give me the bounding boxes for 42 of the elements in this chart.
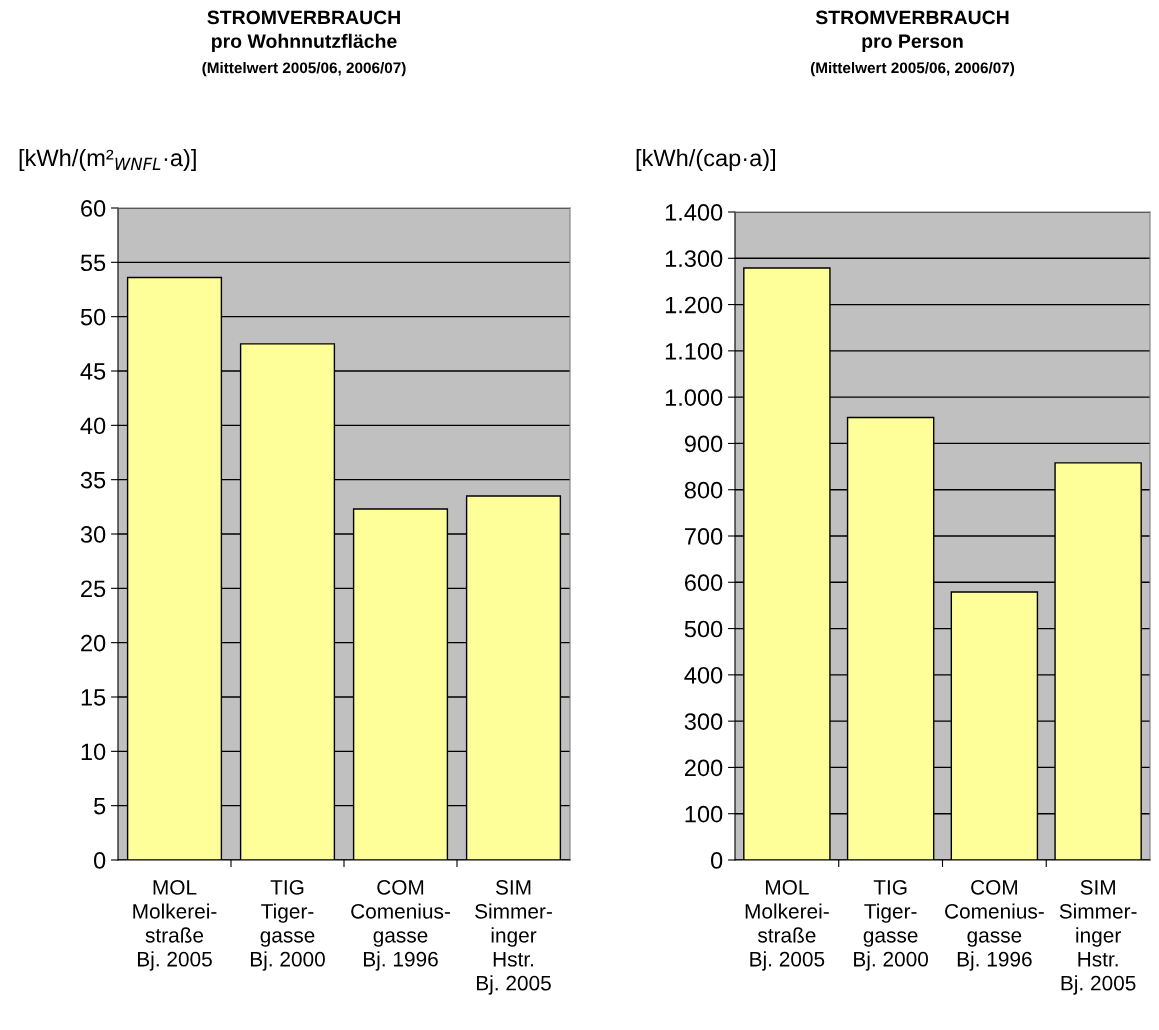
x-tick-label: SIM Simmer- inger Hstr. Bj. 2005 bbox=[1059, 879, 1137, 995]
y-tick-label: 35 bbox=[80, 471, 106, 489]
y-tick-label: 0 bbox=[93, 852, 106, 869]
y-tick-label: 10 bbox=[81, 743, 106, 761]
y-tick-label: 45 bbox=[80, 363, 106, 380]
y-tick-label: 600 bbox=[685, 574, 723, 592]
x-tick-label: TIG Tiger- gasse Bj. 2000 bbox=[854, 879, 929, 971]
y-axis-title: [kWh/(m²$_{WNFL}$·a)] bbox=[19, 148, 196, 171]
chart-subtitle: (Mittelwert 2005/06, 2006/07) bbox=[810, 62, 1015, 77]
y-tick-label: 300 bbox=[684, 713, 723, 730]
y-tick-label: 1.100 bbox=[665, 342, 723, 360]
y-tick-label: 400 bbox=[684, 666, 723, 684]
x-tick-label: MOL Molkerei- straße Bj. 2005 bbox=[745, 879, 829, 971]
y-tick-label: 55 bbox=[80, 254, 106, 272]
x-tick-label: SIM Simmer- inger Hstr. Bj. 2005 bbox=[475, 879, 552, 995]
y-tick-label: 25 bbox=[81, 580, 106, 598]
y-tick-label: 900 bbox=[684, 435, 723, 453]
y-tick-label: 700 bbox=[685, 528, 723, 545]
x-tick-label: MOL Molkerei- straße Bj. 2005 bbox=[133, 879, 217, 971]
x-tick-label: COM Comenius- gasse Bj. 1996 bbox=[351, 879, 450, 971]
y-tick-label: 15 bbox=[81, 689, 106, 706]
y-axis-title: [kWh/(cap·a)] bbox=[636, 149, 776, 172]
chart-title: STROMVERBRAUCH pro Wohnnutzfläche bbox=[207, 10, 400, 52]
chart-subtitle: (Mittelwert 2005/06, 2006/07) bbox=[202, 62, 406, 77]
y-tick-label: 1.300 bbox=[665, 250, 723, 268]
x-tick-label: TIG Tiger- gasse Bj. 2000 bbox=[250, 879, 325, 971]
y-tick-label: 5 bbox=[94, 797, 106, 815]
y-tick-label: 200 bbox=[684, 759, 723, 777]
y-tick-label: 20 bbox=[81, 634, 106, 652]
y-tick-label: 500 bbox=[684, 620, 723, 638]
y-tick-label: 1.000 bbox=[665, 389, 723, 406]
y-tick-label: 1.200 bbox=[665, 296, 723, 314]
y-tick-label: 60 bbox=[81, 200, 106, 217]
y-tick-label: 800 bbox=[684, 481, 723, 499]
y-tick-label: 0 bbox=[710, 852, 723, 869]
y-tick-label: 50 bbox=[80, 308, 106, 326]
y-tick-label: 100 bbox=[685, 805, 723, 823]
y-tick-label: 1.400 bbox=[665, 204, 723, 221]
y-tick-label: 30 bbox=[80, 526, 106, 543]
x-tick-label: COM Comenius- gasse Bj. 1996 bbox=[945, 879, 1044, 971]
y-tick-label: 40 bbox=[80, 417, 106, 435]
chart-title: STROMVERBRAUCH pro Person bbox=[815, 10, 1009, 52]
